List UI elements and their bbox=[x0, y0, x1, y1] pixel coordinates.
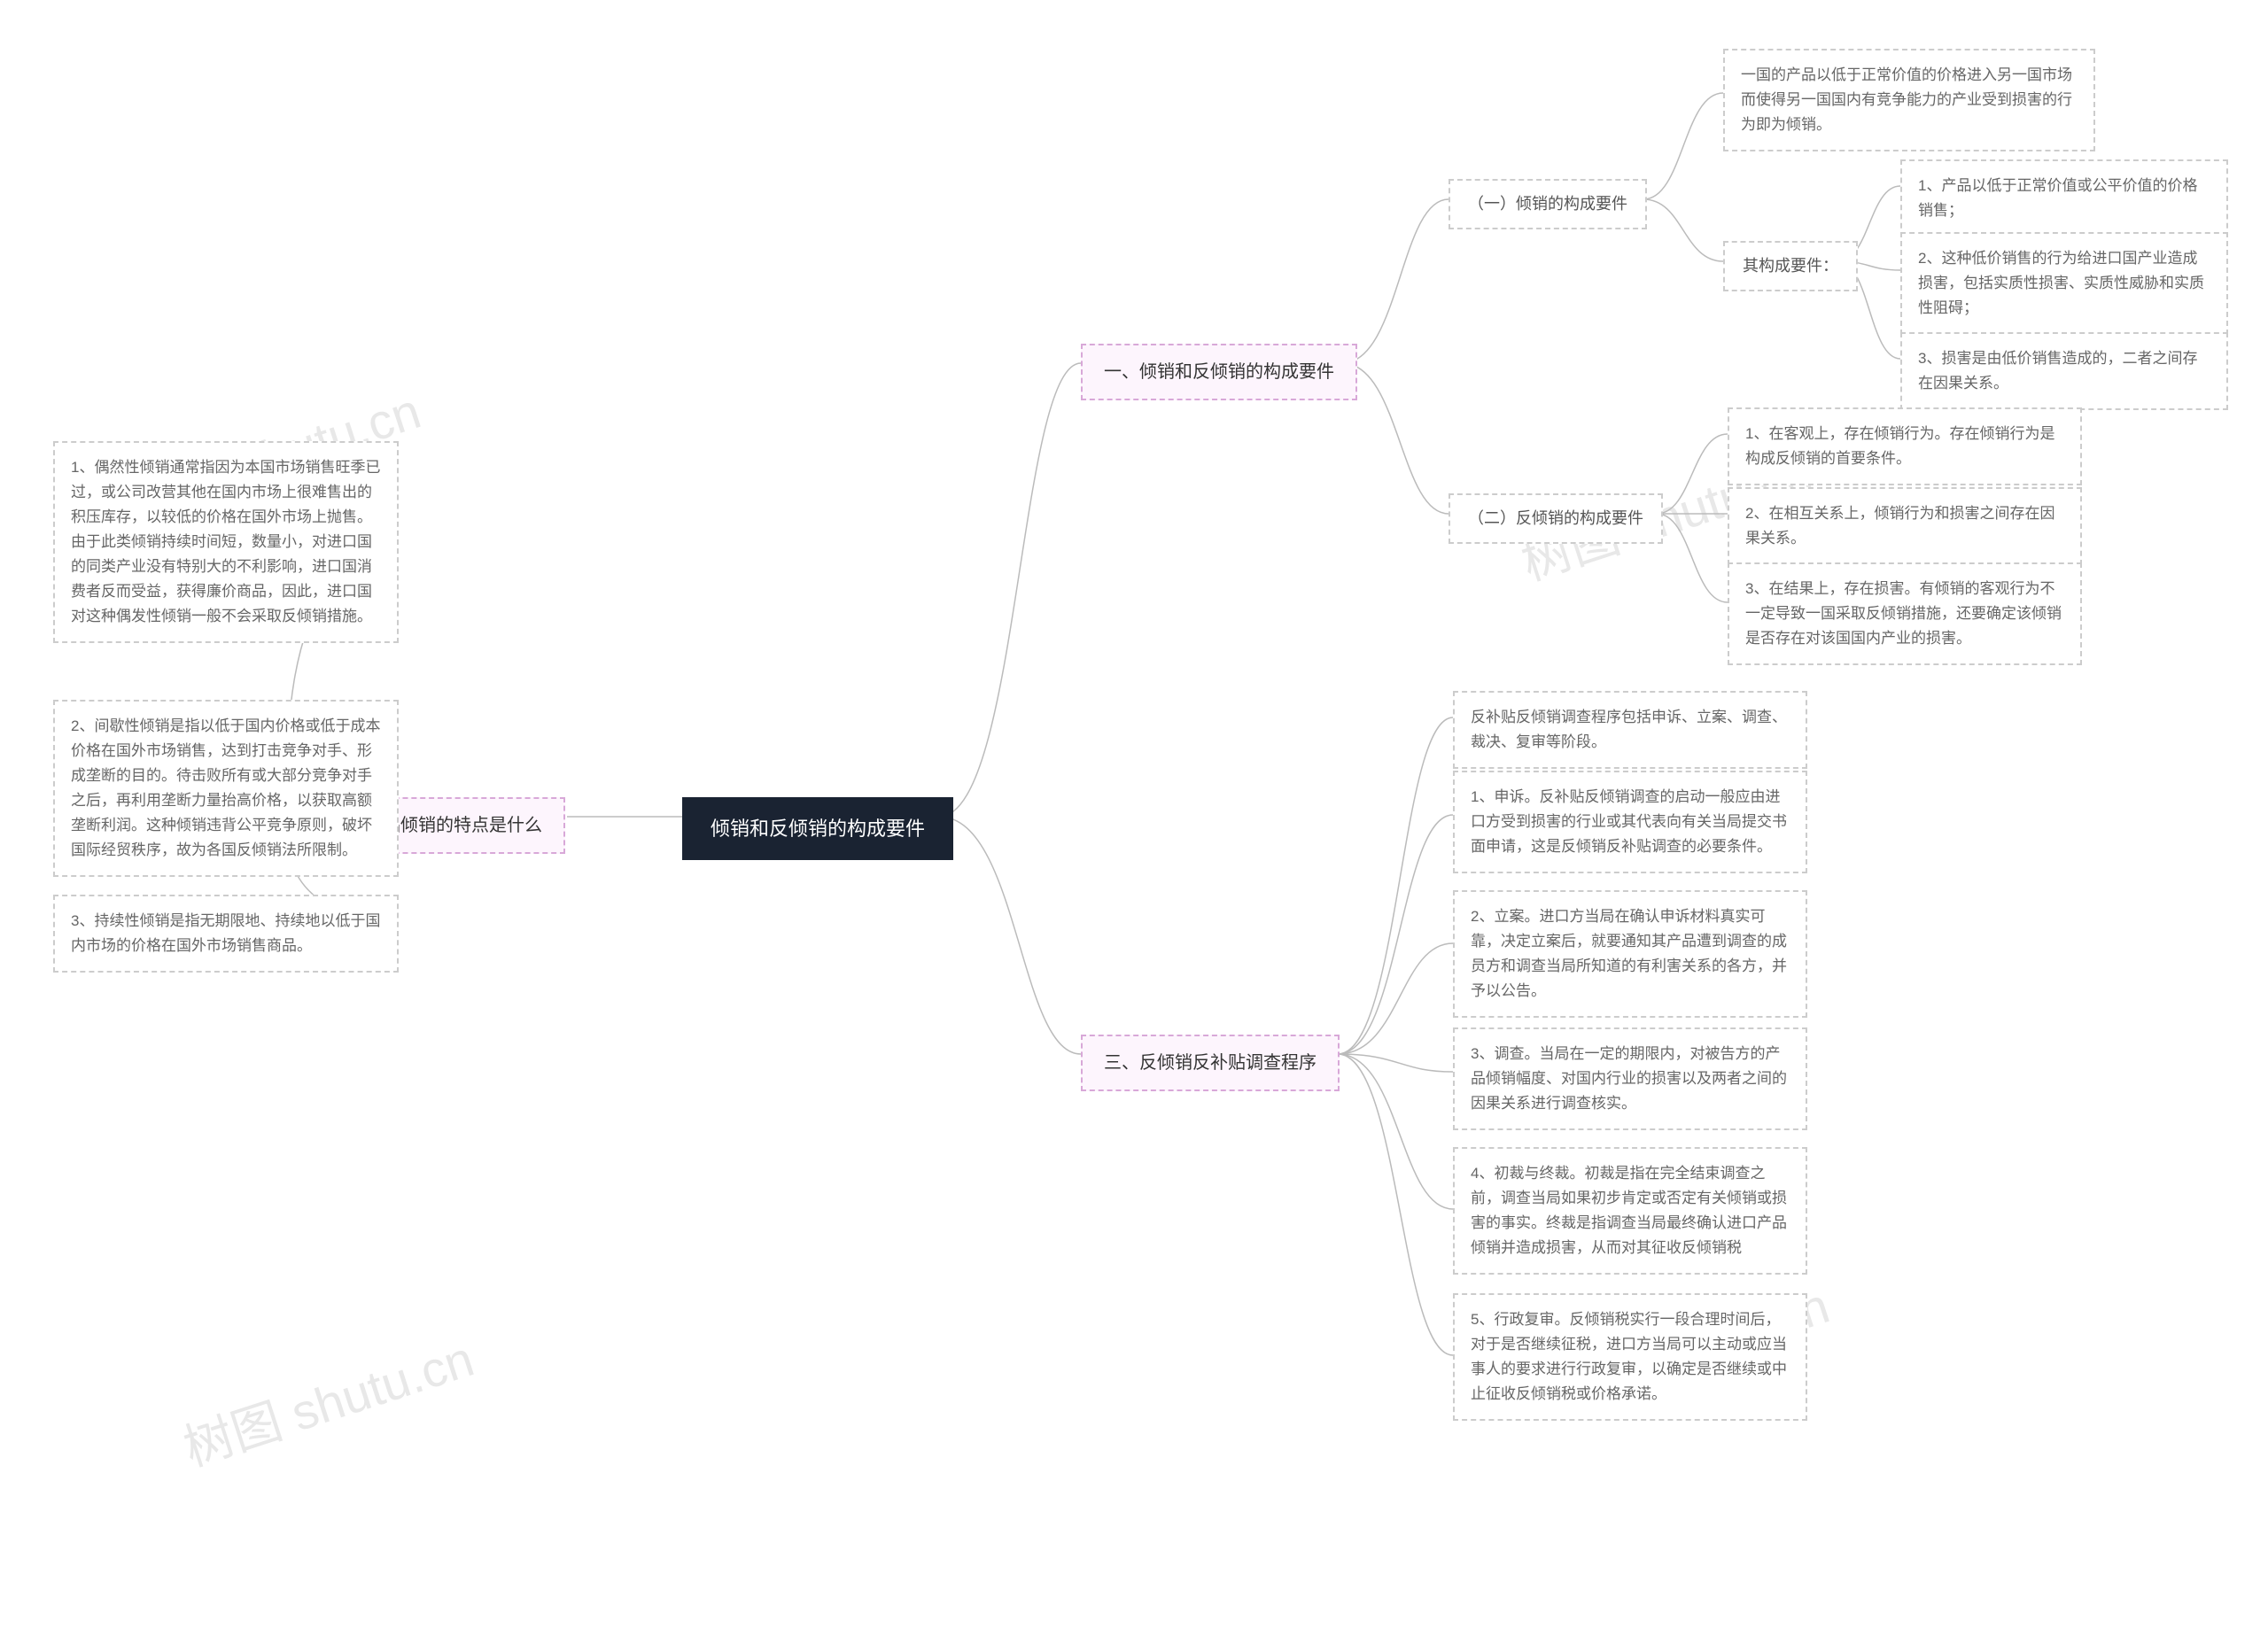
leaf-1-2-1[interactable]: 1、在客观上，存在倾销行为。存在倾销行为是构成反倾销的首要条件。 bbox=[1728, 407, 2082, 485]
leaf-1-1-top[interactable]: 一国的产品以低于正常价值的价格进入另一国市场而使得另一国国内有竞争能力的产业受到… bbox=[1723, 49, 2095, 151]
leaf-1-1-b1[interactable]: 1、产品以低于正常价值或公平价值的价格销售； bbox=[1900, 159, 2228, 237]
sub-1-1-b[interactable]: 其构成要件： bbox=[1723, 241, 1858, 291]
leaf-3-0[interactable]: 反补贴反倾销调查程序包括申诉、立案、调查、裁决、复审等阶段。 bbox=[1453, 691, 1807, 769]
sub-1-1[interactable]: （一）倾销的构成要件 bbox=[1449, 179, 1647, 229]
leaf-1-1-b3[interactable]: 3、损害是由低价销售造成的，二者之间存在因果关系。 bbox=[1900, 332, 2228, 410]
leaf-3-5[interactable]: 5、行政复审。反倾销税实行一段合理时间后，对于是否继续征税，进口方当局可以主动或… bbox=[1453, 1293, 1807, 1421]
leaf-2-2[interactable]: 2、间歇性倾销是指以低于国内价格或低于成本价格在国外市场销售，达到打击竞争对手、… bbox=[53, 700, 399, 877]
leaf-1-2-3[interactable]: 3、在结果上，存在损害。有倾销的客观行为不一定导致一国采取反倾销措施，还要确定该… bbox=[1728, 562, 2082, 665]
leaf-2-1[interactable]: 1、偶然性倾销通常指因为本国市场销售旺季已过，或公司改营其他在国内市场上很难售出… bbox=[53, 441, 399, 643]
leaf-3-3[interactable]: 3、调查。当局在一定的期限内，对被告方的产品倾销幅度、对国内行业的损害以及两者之… bbox=[1453, 1027, 1807, 1130]
root-node[interactable]: 倾销和反倾销的构成要件 bbox=[682, 797, 953, 860]
branch-1[interactable]: 一、倾销和反倾销的构成要件 bbox=[1081, 344, 1357, 400]
leaf-1-2-2[interactable]: 2、在相互关系上，倾销行为和损害之间存在因果关系。 bbox=[1728, 487, 2082, 565]
leaf-3-2[interactable]: 2、立案。进口方当局在确认申诉材料真实可靠，决定立案后，就要通知其产品遭到调查的… bbox=[1453, 890, 1807, 1018]
sub-1-2[interactable]: （二）反倾销的构成要件 bbox=[1449, 493, 1663, 544]
leaf-3-4[interactable]: 4、初裁与终裁。初裁是指在完全结束调查之前，调查当局如果初步肯定或否定有关倾销或… bbox=[1453, 1147, 1807, 1275]
watermark: 树图 shutu.cn bbox=[174, 1320, 482, 1481]
leaf-2-3[interactable]: 3、持续性倾销是指无期限地、持续地以低于国内市场的价格在国外市场销售商品。 bbox=[53, 895, 399, 973]
branch-3[interactable]: 三、反倾销反补贴调查程序 bbox=[1081, 1035, 1340, 1091]
leaf-3-1[interactable]: 1、申诉。反补贴反倾销调查的启动一般应由进口方受到损害的行业或其代表向有关当局提… bbox=[1453, 771, 1807, 873]
leaf-1-1-b2[interactable]: 2、这种低价销售的行为给进口国产业造成损害，包括实质性损害、实质性威胁和实质性阻… bbox=[1900, 232, 2228, 335]
